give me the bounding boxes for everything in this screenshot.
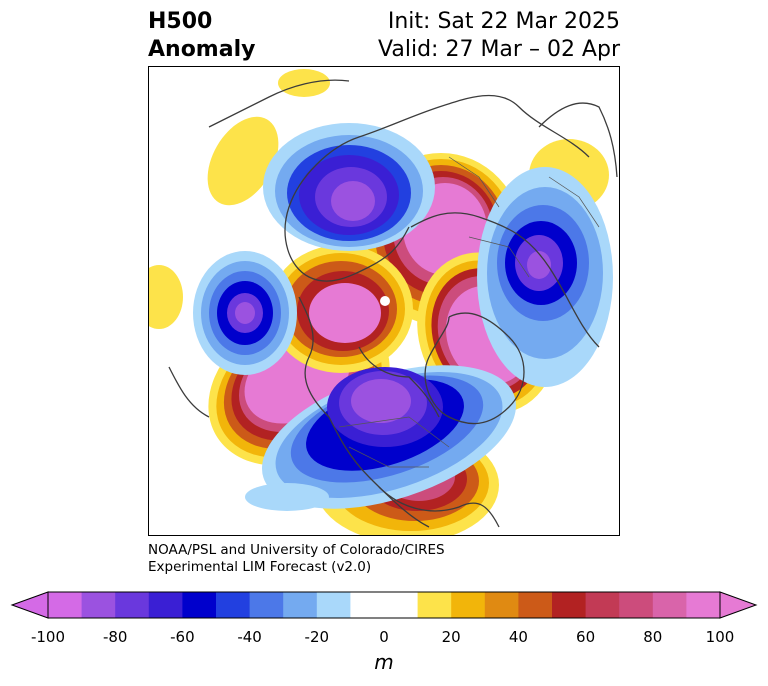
colorbar-tick-label: -60: [170, 628, 195, 646]
init-date: Init: Sat 22 Mar 2025: [387, 9, 620, 34]
colorbar-bin-11: [451, 592, 486, 618]
coastlines: [168, 79, 618, 528]
colorbar-bin-2: [115, 592, 150, 618]
colorbar-tick-label: 100: [705, 628, 735, 646]
colorbar-bin-12: [484, 592, 519, 618]
credit-text: NOAA/PSL and University of Colorado/CIRE…: [148, 542, 445, 576]
colorbar-bin-13: [518, 592, 553, 618]
anomaly-low-canada: [262, 365, 516, 509]
colorbar-bin-5: [216, 592, 251, 618]
valid-range: Valid: 27 Mar – 02 Apr: [378, 37, 620, 62]
colorbar-tick-label: 0: [379, 628, 389, 646]
colorbar-bin-4: [182, 592, 217, 618]
colorbar-extend-min: [10, 591, 49, 619]
anomaly-low-kara: [263, 123, 435, 251]
colorbar-tick-label: 40: [508, 628, 528, 646]
borders: [338, 156, 600, 468]
anomaly-high-west-edge: [149, 265, 183, 329]
colorbar-tick-label: 60: [576, 628, 596, 646]
colorbar-bin-14: [552, 592, 587, 618]
colorbar-unit: m: [374, 650, 394, 674]
map-title: H500 Anomaly: [148, 8, 255, 64]
colorbar-extend-max: [719, 591, 758, 619]
anomaly-high-east-asia: [207, 116, 279, 206]
anomaly-map-svg: [149, 69, 618, 535]
north-pole-marker: [380, 296, 390, 306]
colorbar-bin-16: [619, 592, 654, 618]
anomaly-low-subtropical: [245, 483, 329, 511]
colorbar-bin-9: [350, 592, 419, 618]
colorbar-outline: [47, 591, 721, 619]
credit-line-2: Experimental LIM Forecast (v2.0): [148, 559, 372, 575]
anomaly-low-scandinavia: [477, 167, 613, 387]
colorbar: [10, 591, 758, 619]
colorbar-bin-17: [652, 592, 687, 618]
colorbar-tick-label: -80: [102, 628, 128, 646]
credit-line-1: NOAA/PSL and University of Colorado/CIRE…: [148, 542, 445, 558]
anomaly-map: [148, 66, 620, 536]
colorbar-tick-label: -20: [304, 628, 330, 646]
anomaly-high-top: [278, 69, 330, 97]
colorbar-bin-3: [148, 592, 183, 618]
colorbar-bin-7: [283, 592, 318, 618]
forecast-dates: Init: Sat 22 Mar 2025 Valid: 27 Mar – 02…: [378, 8, 620, 64]
colorbar-bin-1: [81, 592, 116, 618]
anomaly-low-nw-pacific: [193, 251, 297, 375]
title-line-2: Anomaly: [148, 37, 256, 62]
colorbar-bin-18: [686, 592, 721, 618]
colorbar-tick-label: 20: [441, 628, 461, 646]
colorbar-tick-label: -100: [30, 628, 66, 646]
colorbar-tick-label: 80: [643, 628, 663, 646]
colorbar-tick-label: -40: [237, 628, 262, 646]
colorbar-bin-15: [585, 592, 620, 618]
colorbar-bin-0: [48, 592, 83, 618]
colorbar-bin-8: [316, 592, 351, 618]
colorbar-bin-6: [249, 592, 284, 618]
title-line-1: H500: [148, 9, 213, 34]
colorbar-bin-10: [417, 592, 452, 618]
anomaly-high-bering: [269, 245, 413, 373]
